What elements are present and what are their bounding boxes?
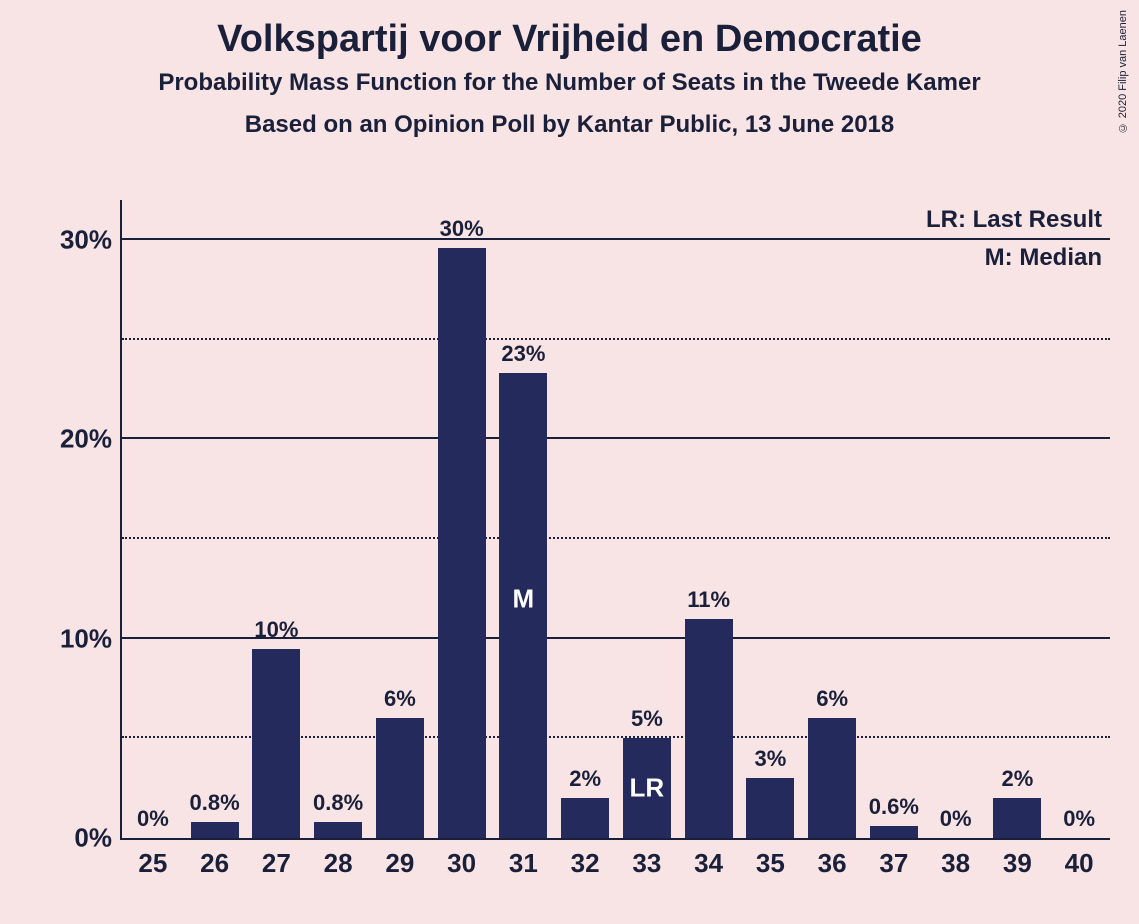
bar-slot: 2%	[987, 200, 1049, 838]
x-tick-label: 32	[554, 848, 616, 879]
bar-value-label: 23%	[501, 341, 545, 367]
x-tick-label: 31	[493, 848, 555, 879]
y-tick-label: 30%	[60, 224, 112, 255]
bar: 0.6%	[870, 826, 918, 838]
bar-slot: 0%	[122, 200, 184, 838]
x-tick-label: 27	[246, 848, 308, 879]
bar: 5%LR	[623, 738, 671, 838]
x-tick-label: 38	[925, 848, 987, 879]
copyright-text: © 2020 Filip van Laenen	[1117, 10, 1129, 133]
x-tick-label: 39	[987, 848, 1049, 879]
bar-value-label: 0%	[137, 806, 169, 832]
legend: LR: Last Result M: Median	[926, 206, 1102, 282]
bar-slot: 0%	[925, 200, 987, 838]
bar-value-label: 0.6%	[869, 794, 919, 820]
bar: 10%	[252, 649, 300, 838]
x-tick-label: 28	[307, 848, 369, 879]
bar-slot: 0.8%	[307, 200, 369, 838]
chart-title: Volkspartij voor Vrijheid en Democratie	[0, 18, 1139, 61]
bar-slot: 6%	[801, 200, 863, 838]
x-tick-label: 26	[184, 848, 246, 879]
plot-area: LR: Last Result M: Median 0% 0.8% 10% 0.8% 6…	[120, 200, 1110, 840]
bar-slot: 0.6%	[863, 200, 925, 838]
bar-slot: 10%	[246, 200, 308, 838]
x-tick-label: 25	[122, 848, 184, 879]
y-tick-label: 0%	[74, 823, 112, 854]
x-tick-label: 35	[740, 848, 802, 879]
legend-lr: LR: Last Result	[926, 206, 1102, 234]
bar: 0.8%	[314, 822, 362, 838]
bar-slot: 23% M	[493, 200, 555, 838]
x-tick-label: 29	[369, 848, 431, 879]
bar-value-label: 11%	[687, 587, 730, 613]
chart-container: LR: Last Result M: Median 0% 0.8% 10% 0.8% 6…	[40, 180, 1120, 880]
bar: 11%	[685, 619, 733, 838]
x-axis-ticks: 25262728293031323334353637383940	[122, 848, 1110, 879]
bar: 6%	[808, 718, 856, 838]
x-tick-label: 33	[616, 848, 678, 879]
x-tick-label: 37	[863, 848, 925, 879]
bar-slot: 11%	[678, 200, 740, 838]
chart-subtitle-2: Based on an Opinion Poll by Kantar Publi…	[0, 111, 1139, 139]
bar-slot: 0%	[1048, 200, 1110, 838]
bar-slot: 6%	[369, 200, 431, 838]
bar-slot: 30%	[431, 200, 493, 838]
bar-slot: 5% LR	[616, 200, 678, 838]
bar: 2%	[993, 798, 1041, 838]
bar-value-label: 0.8%	[313, 790, 363, 816]
bar: 2%	[561, 798, 609, 838]
bar-value-label: 6%	[384, 686, 416, 712]
bar: 30%	[438, 248, 486, 838]
y-tick-label: 10%	[60, 623, 112, 654]
bar-value-label: 2%	[569, 766, 601, 792]
bar-value-label: 6%	[816, 686, 848, 712]
bar: 6%	[376, 718, 424, 838]
bar-value-label: 0%	[940, 806, 972, 832]
bar-value-label: 5%	[631, 706, 663, 732]
bar: 23%M	[499, 373, 547, 838]
bar-value-label: 3%	[754, 746, 786, 772]
bar-value-label: 2%	[1001, 766, 1033, 792]
chart-subtitle-1: Probability Mass Function for the Number…	[0, 69, 1139, 97]
bar-slot: 3%	[740, 200, 802, 838]
bar-annotation: LR	[630, 773, 665, 804]
bar-annotation: M	[513, 583, 535, 614]
bar: 3%	[746, 778, 794, 838]
legend-m: M: Median	[926, 244, 1102, 272]
x-tick-label: 34	[678, 848, 740, 879]
bar-slot: 0.8%	[184, 200, 246, 838]
bars-group: 0%0.8%10%0.8%6%30%23%M2%5%LR11%3%6%0.6%0…	[122, 200, 1110, 838]
y-tick-label: 20%	[60, 424, 112, 455]
x-tick-label: 30	[431, 848, 493, 879]
bar-value-label: 0%	[1063, 806, 1095, 832]
bar-value-label: 0.8%	[190, 790, 240, 816]
bar-slot: 2%	[554, 200, 616, 838]
x-tick-label: 40	[1048, 848, 1110, 879]
bar-value-label: 10%	[254, 617, 298, 643]
bar-value-label: 30%	[440, 216, 484, 242]
x-tick-label: 36	[801, 848, 863, 879]
bar: 0.8%	[191, 822, 239, 838]
